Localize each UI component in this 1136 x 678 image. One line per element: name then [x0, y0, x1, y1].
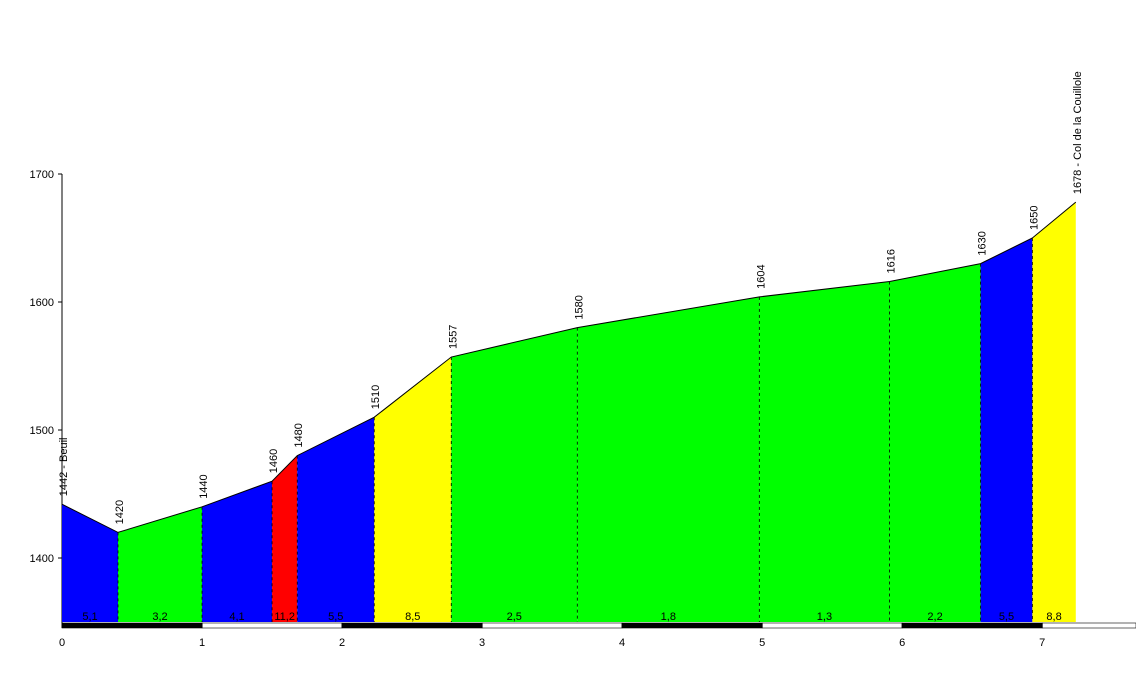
gradient-segment	[889, 263, 981, 622]
x-tick-label: 0	[59, 637, 65, 649]
gradient-segment	[374, 357, 452, 622]
elevation-label: 1442 - Beuil	[58, 438, 70, 497]
elevation-label: 1480	[293, 423, 305, 447]
gradient-segment	[118, 506, 203, 622]
x-tick-label: 2	[339, 637, 345, 649]
km-bar	[341, 622, 483, 629]
y-tick-label: 1700	[30, 169, 54, 181]
gradient-segment	[759, 281, 890, 622]
elevation-label: 1460	[268, 449, 280, 473]
km-bar	[761, 622, 903, 629]
x-tick-label: 7	[1039, 637, 1045, 649]
gradient-segment	[62, 504, 119, 622]
elevation-label: 1420	[114, 500, 126, 524]
x-tick-label: 5	[759, 637, 765, 649]
x-tick-label: 4	[619, 637, 625, 649]
gradient-label: 8,8	[1046, 611, 1061, 623]
km-bar	[61, 622, 203, 629]
x-tick-label: 1	[199, 637, 205, 649]
gradient-segment	[980, 238, 1033, 622]
elevation-label: 1580	[573, 295, 585, 319]
elevation-label: 1440	[198, 474, 210, 498]
gradient-label: 3,2	[152, 611, 167, 623]
gradient-segment	[202, 481, 273, 622]
profile-line	[61, 201, 1077, 533]
y-tick-label: 1400	[30, 553, 54, 565]
elevation-label: 1630	[977, 231, 989, 255]
y-tick-label: 1600	[30, 297, 54, 309]
x-tick-label: 3	[479, 637, 485, 649]
elevation-label: 1510	[370, 385, 382, 409]
gradient-segment	[272, 455, 298, 622]
x-tick-label: 6	[899, 637, 905, 649]
gradient-segment	[451, 327, 578, 622]
km-bar	[1041, 622, 1136, 629]
gradient-label: 2,2	[927, 611, 942, 623]
gradient-label: 5,5	[328, 611, 343, 623]
y-tick-label: 1500	[30, 425, 54, 437]
elevation-label: 1616	[886, 249, 898, 273]
gradient-label: 11,2	[274, 611, 295, 623]
gradient-segment	[577, 296, 760, 622]
km-bar	[621, 622, 763, 629]
gradient-label: 4,1	[229, 611, 244, 623]
gradient-segment	[1032, 202, 1076, 622]
km-bar	[481, 622, 623, 629]
km-bar	[901, 622, 1043, 629]
elevation-label: 1604	[755, 264, 767, 288]
gradient-label: 5,1	[82, 611, 97, 623]
gradient-label: 2,5	[507, 611, 522, 623]
elevation-label: 1678 - Col de la Couillole	[1072, 71, 1084, 194]
gradient-label: 8,5	[405, 611, 420, 623]
gradient-label: 1,8	[661, 611, 676, 623]
gradient-segment	[297, 417, 375, 622]
km-bar	[201, 622, 343, 629]
gradient-label: 1,3	[817, 611, 832, 623]
elevation-label: 1557	[447, 325, 459, 349]
elevation-label: 1650	[1028, 206, 1040, 230]
gradient-label: 5,5	[999, 611, 1014, 623]
